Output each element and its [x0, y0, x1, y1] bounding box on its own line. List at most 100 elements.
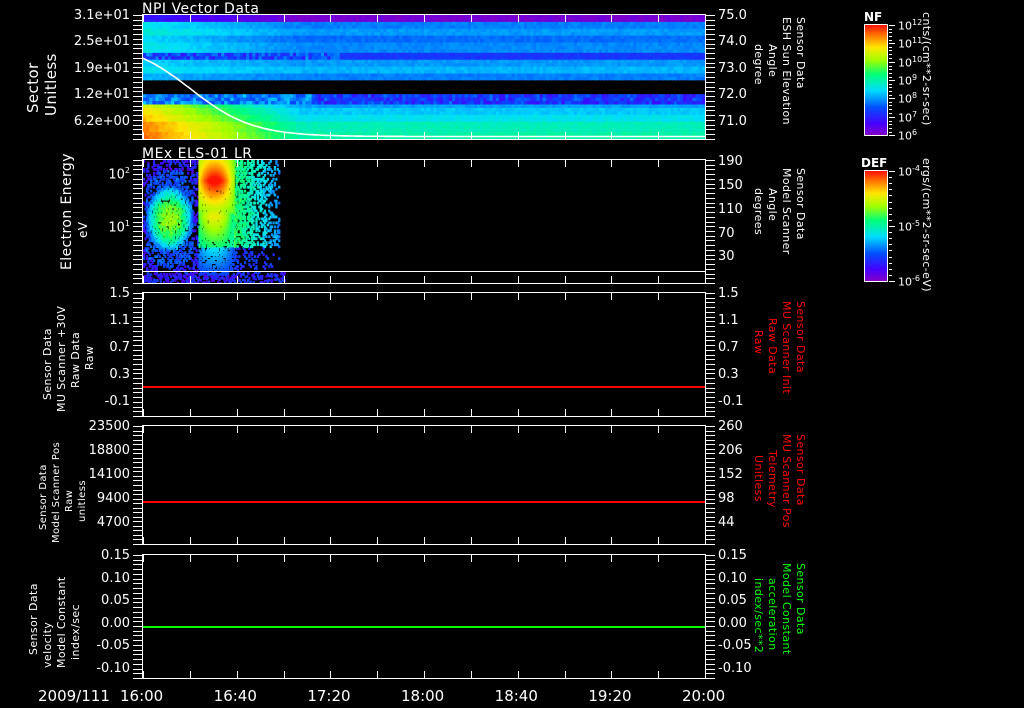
- panel-1-left-minor-ticks: [133, 14, 142, 140]
- panel-2-right-axis-title-line1: Sensor Data: [795, 168, 806, 240]
- axis-tick-label: 1.2e+01: [0, 88, 130, 101]
- axis-tick-label: 44: [718, 516, 735, 529]
- panel-4-left-minor-ticks: [133, 425, 142, 545]
- panel-1-left-axis-title-line2: Unitless: [46, 53, 57, 116]
- panel-4-left-axis-title-line3: Raw: [64, 490, 75, 512]
- panel-1-plot-area[interactable]: [142, 14, 706, 140]
- axis-tick-label: 1.9e+01: [0, 62, 130, 75]
- axis-tick-label: 150: [718, 179, 743, 192]
- panel-5-right-axis-title-line3: acceleration: [767, 578, 778, 651]
- mu-scanner-pos-telemetry-line: [143, 501, 705, 503]
- x-axis-tick-label: 16:40: [214, 690, 257, 703]
- panel-2-right-axis-title-line3: Angle: [767, 188, 778, 221]
- panel-2-left-minor-ticks: [133, 159, 142, 284]
- axis-tick-label: 0.10: [718, 572, 747, 585]
- colorbar-tick-label: 1012: [898, 18, 922, 33]
- panel-4-left-axis-title-line4: unitless: [77, 480, 88, 522]
- panel-2-left-axis-title-line2: eV: [78, 222, 89, 238]
- panel-1-right-axis-title-line2: ESH Sun Elevation: [781, 17, 792, 125]
- axis-tick-label: 74.0: [718, 35, 747, 48]
- axis-tick-label: 3.1e+01: [0, 9, 130, 22]
- panel-2-left-axis-title-line1: Electron Energy: [62, 153, 73, 270]
- panel-3-left-axis-title-line3: Raw Data: [70, 332, 81, 388]
- mu-scanner-init-raw-line: [143, 386, 705, 388]
- panel-4-left-axis-title-line1: Sensor Data: [38, 464, 49, 530]
- panel-4-left-axis-title-line2: Model Scanner Pos: [51, 442, 62, 543]
- colorbar-tick-label: 1011: [898, 36, 922, 51]
- colorbar-1-gradient: [865, 25, 887, 135]
- colorbar-tick-label: 1010: [898, 55, 922, 70]
- colorbar-tick-label: 108: [898, 91, 917, 106]
- colorbar-tick-label: 10-4: [898, 164, 920, 179]
- x-axis-date-label: 2009/111: [38, 690, 110, 703]
- panel-5-right-axis-title-line1: Sensor Data: [795, 563, 806, 635]
- panel-5-left-axis-title-line1: Sensor Data: [28, 583, 39, 655]
- axis-tick-label: 190: [718, 155, 743, 168]
- axis-tick-label: 70: [718, 227, 735, 240]
- axis-tick-label: 0.7: [718, 341, 739, 354]
- axis-tick-label: 18800: [0, 444, 130, 457]
- panel-3-right-axis-title-line1: Sensor Data: [795, 301, 806, 373]
- panel-2-right-minor-ticks: [706, 159, 715, 284]
- panel-5-left-axis-title-line3: Model Constant: [56, 576, 67, 668]
- axis-tick-label: 0.15: [0, 549, 130, 562]
- axis-tick-label: -0.1: [718, 395, 743, 408]
- axis-tick-label: 75.0: [718, 9, 747, 22]
- panel-2-right-axis-title-line2: Model Scanner: [781, 168, 792, 255]
- axis-tick-label: 30: [718, 250, 735, 263]
- panel-4-right-axis-title-line1: Sensor Data: [795, 434, 806, 506]
- axis-tick-label: 98: [718, 492, 735, 505]
- colorbar-1: [864, 24, 888, 136]
- panel-4-right-axis-title-line4: Unitless: [753, 455, 764, 502]
- panel-1-left-axis-title-line1: Sector: [28, 62, 39, 113]
- colorbar-2: [864, 170, 888, 282]
- colorbar-1-ticks: [889, 24, 895, 136]
- panel-3-left-minor-ticks: [133, 292, 142, 417]
- axis-tick-label: 71.0: [718, 115, 747, 128]
- axis-tick-label: -0.05: [718, 639, 752, 652]
- colorbar-1-units: cnts/(cm**2-sr-sec): [921, 12, 932, 126]
- axis-tick-label: 1.5: [718, 287, 739, 300]
- panel-3-plot-area[interactable]: [142, 292, 706, 417]
- model-constant-acceleration-line: [143, 626, 705, 628]
- axis-tick-label: 14100: [0, 468, 130, 481]
- panel-3-right-axis-title-line3: Raw Data: [767, 318, 778, 374]
- panel-4-plot-area[interactable]: [142, 425, 706, 545]
- panel-5-plot-area[interactable]: [142, 554, 706, 679]
- x-axis-tick-label: 20:00: [682, 690, 725, 703]
- axis-tick-label: 1.1: [718, 314, 739, 327]
- axis-tick-label: 0.3: [718, 368, 739, 381]
- panel-3-left-axis-title-line1: Sensor Data: [42, 328, 53, 400]
- axis-tick-label: 110: [718, 203, 743, 216]
- panel-4-right-axis-title-line2: MU Scanner Pos: [781, 434, 792, 528]
- axis-tick-label: -0.10: [718, 662, 752, 675]
- panel-5-left-axis-title-line4: index/sec: [70, 604, 81, 660]
- axis-tick-label: 4700: [0, 516, 130, 529]
- axis-tick-label: 0.15: [718, 549, 747, 562]
- panel-4-right-minor-ticks: [706, 425, 715, 545]
- panel-3-left-axis-title-line4: Raw: [84, 346, 95, 370]
- axis-tick-label: 23500: [0, 420, 130, 433]
- axis-tick-label: 73.0: [718, 62, 747, 75]
- panel-5-right-axis-title-line4: index/sec**2: [753, 578, 764, 653]
- axis-tick-label: 72.0: [718, 88, 747, 101]
- panel-1-right-minor-ticks: [706, 14, 715, 140]
- colorbar-tick-label: 10-6: [898, 274, 920, 289]
- colorbar-tick-label: 109: [898, 73, 917, 88]
- axis-tick-label: 260: [718, 420, 743, 433]
- panel-2-plot-area[interactable]: [142, 159, 706, 284]
- axis-tick-label: 6.2e+00: [0, 115, 130, 128]
- axis-tick-label: 0.05: [718, 594, 747, 607]
- x-axis-tick-label: 19:20: [588, 690, 631, 703]
- panel-5-left-axis-title-line2: velocity: [42, 622, 53, 668]
- npi-spectrogram-canvas: [143, 15, 705, 139]
- panel-2-right-axis-title-line4: degrees: [753, 188, 764, 235]
- axis-tick-label: 0.00: [718, 617, 747, 630]
- colorbar-tick-label: 10-5: [898, 219, 920, 234]
- axis-tick-label: 2.5e+01: [0, 35, 130, 48]
- colorbar-2-units: ergs/(cm**2-sr-sec-eV): [921, 158, 932, 292]
- axis-tick-label: 152: [718, 468, 743, 481]
- panel-3-right-minor-ticks: [706, 292, 715, 417]
- colorbar-tick-label: 107: [898, 110, 917, 125]
- colorbar-2-gradient: [865, 171, 887, 281]
